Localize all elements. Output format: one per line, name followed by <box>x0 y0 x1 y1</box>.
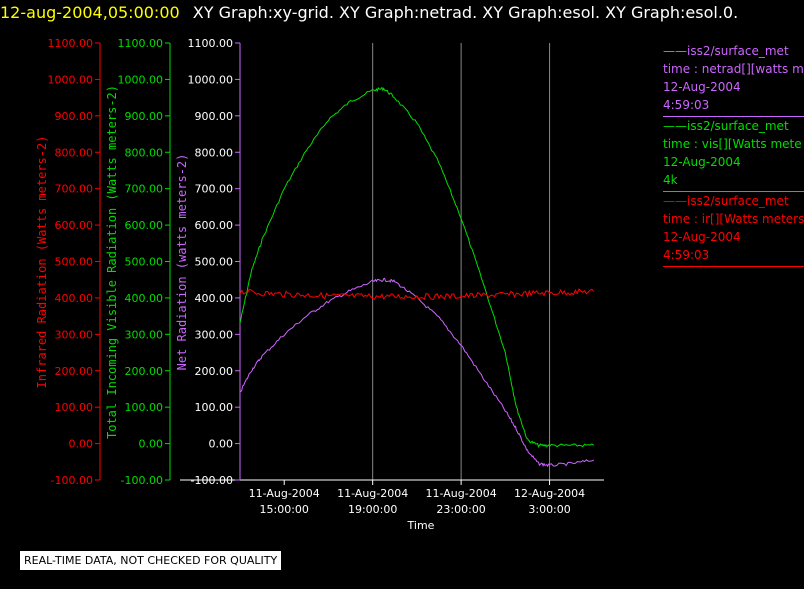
y-tick-label-vis: 700.00 <box>125 183 164 196</box>
y-tick-label-ir: 600.00 <box>55 219 94 232</box>
legend-line: 4k <box>663 173 678 187</box>
legend-line: 12-Aug-2004 <box>663 155 741 169</box>
series-line-vis <box>239 86 595 449</box>
y-tick-label-ir: 1000.00 <box>48 73 94 86</box>
y-tick-label-net: 300.00 <box>195 328 234 341</box>
x-tick-label-date: 11-Aug-2004 <box>337 487 408 500</box>
y-tick-label-net: 400.00 <box>195 292 234 305</box>
y-tick-label-net: 900.00 <box>195 110 234 123</box>
y-tick-label-vis: 300.00 <box>125 328 164 341</box>
y-tick-label-net: 700.00 <box>195 183 234 196</box>
y-tick-label-net: -100.00 <box>191 474 233 487</box>
y-tick-label-ir: 700.00 <box>55 183 94 196</box>
legend-source: ——iss2/surface_met <box>663 119 789 133</box>
series-line-ir <box>239 288 595 301</box>
y-axis-title-vis: Total Incoming Visible Radiation (Watts … <box>105 85 119 439</box>
legend-source: ——iss2/surface_met <box>663 44 789 58</box>
y-tick-label-ir: 0.00 <box>69 438 94 451</box>
y-axis-title-net: Net Radiation (watts meters-2) <box>175 154 189 371</box>
legend-line: 12-Aug-2004 <box>663 230 741 244</box>
quality-notice: REAL-TIME DATA, NOT CHECKED FOR QUALITY <box>20 551 282 570</box>
series-line-net <box>240 277 595 468</box>
y-tick-label-vis: 0.00 <box>139 438 164 451</box>
y-tick-label-net: 100.00 <box>195 401 234 414</box>
y-tick-label-vis: -100.00 <box>121 474 163 487</box>
y-tick-label-net: 800.00 <box>195 146 234 159</box>
y-tick-label-vis: 600.00 <box>125 219 164 232</box>
y-tick-label-ir: 800.00 <box>55 146 94 159</box>
y-tick-label-vis: 800.00 <box>125 146 164 159</box>
x-axis-title: Time <box>407 519 435 532</box>
y-tick-label-net: 500.00 <box>195 256 234 269</box>
legend-source: ——iss2/surface_met <box>663 194 789 208</box>
y-tick-label-net: 0.00 <box>209 438 234 451</box>
y-tick-label-net: 1000.00 <box>188 73 234 86</box>
y-axis-title-ir: Infrared Radiation (Watts meters-2) <box>35 136 49 389</box>
legend-line: time : ir[][Watts meters <box>663 212 804 226</box>
legend-line: time : netrad[][watts m <box>663 62 804 76</box>
y-tick-label-net: 200.00 <box>195 365 234 378</box>
y-tick-label-vis: 200.00 <box>125 365 164 378</box>
x-tick-label-time: 23:00:00 <box>436 503 485 516</box>
y-tick-label-vis: 500.00 <box>125 256 164 269</box>
y-tick-label-ir: 200.00 <box>55 365 94 378</box>
legend-line: 4:59:03 <box>663 98 710 112</box>
y-tick-label-vis: 100.00 <box>125 401 164 414</box>
x-tick-label-time: 19:00:00 <box>348 503 397 516</box>
legend-line: 4:59:03 <box>663 248 710 262</box>
y-tick-label-ir: 1100.00 <box>48 37 94 50</box>
y-tick-label-ir: 100.00 <box>55 401 94 414</box>
y-tick-label-ir: 900.00 <box>55 110 94 123</box>
legend-line: time : vis[][Watts mete <box>663 137 802 151</box>
header-date: 12-aug-2004,05:00:00 <box>0 3 180 22</box>
y-tick-label-net: 600.00 <box>195 219 234 232</box>
y-tick-label-net: 1100.00 <box>188 37 234 50</box>
x-tick-label-date: 11-Aug-2004 <box>426 487 497 500</box>
y-tick-label-ir: 300.00 <box>55 328 94 341</box>
y-tick-label-ir: -100.00 <box>51 474 93 487</box>
x-tick-label-date: 11-Aug-2004 <box>249 487 320 500</box>
y-tick-label-vis: 1100.00 <box>118 37 164 50</box>
y-tick-label-vis: 900.00 <box>125 110 164 123</box>
x-tick-label-time: 3:00:00 <box>528 503 570 516</box>
y-tick-label-vis: 400.00 <box>125 292 164 305</box>
header-bar: 12-aug-2004,05:00:00 XY Graph:xy-grid. X… <box>0 3 738 25</box>
y-tick-label-ir: 500.00 <box>55 256 94 269</box>
header-graph-titles: XY Graph:xy-grid. XY Graph:netrad. XY Gr… <box>192 3 739 22</box>
x-tick-label-time: 15:00:00 <box>260 503 309 516</box>
legend-line: 12-Aug-2004 <box>663 80 741 94</box>
y-tick-label-vis: 1000.00 <box>118 73 164 86</box>
x-tick-label-date: 12-Aug-2004 <box>514 487 585 500</box>
y-tick-label-ir: 400.00 <box>55 292 94 305</box>
